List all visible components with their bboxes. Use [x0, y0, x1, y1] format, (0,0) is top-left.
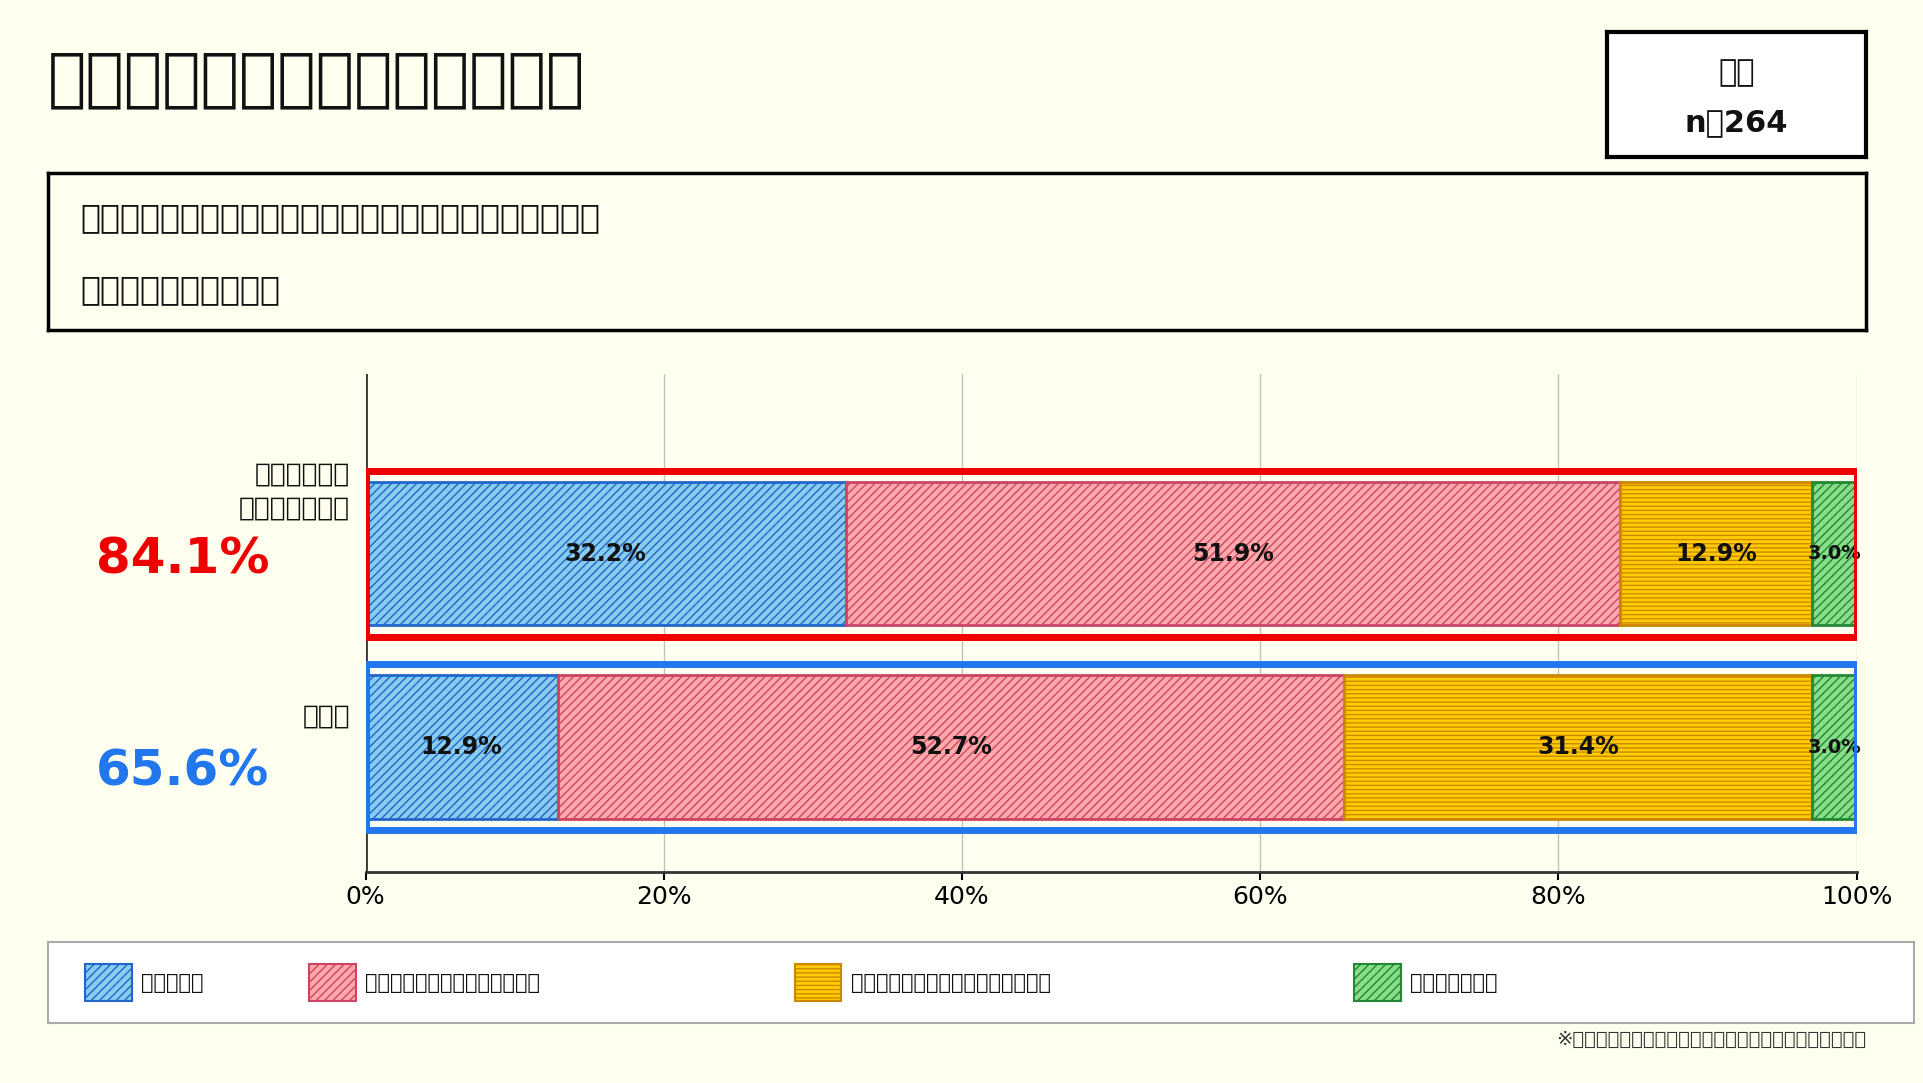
Bar: [365, 664, 1856, 831]
Text: どちらかといえば、当てはまる: どちらかといえば、当てはまる: [365, 973, 540, 993]
Text: 当てはまる: 当てはまる: [142, 973, 204, 993]
Bar: [365, 470, 1856, 637]
Bar: [846, 482, 1619, 626]
Bar: [1619, 482, 1811, 626]
Text: 教員: 教員: [1717, 57, 1754, 87]
Text: 32.2%: 32.2%: [565, 542, 646, 565]
Text: 52.7%: 52.7%: [910, 735, 990, 759]
Bar: [365, 482, 846, 626]
Text: n＝264: n＝264: [1685, 107, 1786, 136]
Text: ※回答結果の割合は、小数第２位を四捨五入しています。: ※回答結果の割合は、小数第２位を四捨五入しています。: [1556, 1030, 1865, 1049]
Text: 当てはまらない: 当てはまらない: [1410, 973, 1498, 993]
Text: どちらかといえば、当てはまらない: どちらかといえば、当てはまらない: [850, 973, 1050, 993]
Text: 指導をしていますか。: 指導をしていますか。: [81, 273, 281, 306]
Text: 12.9%: 12.9%: [421, 735, 502, 759]
Text: 51.9%: 51.9%: [1190, 542, 1273, 565]
Bar: [1811, 482, 1856, 626]
Text: 各教科: 各教科: [302, 704, 350, 730]
Text: 3.0%: 3.0%: [1806, 738, 1860, 757]
Text: 3.0%: 3.0%: [1806, 544, 1860, 563]
Text: 探究的な学習に関する実態調査: 探究的な学習に関する実態調査: [48, 49, 585, 110]
Text: 課題の設定からまとめ・表現に至る探究の過程を意識した: 課題の設定からまとめ・表現に至る探究の過程を意識した: [81, 200, 600, 234]
Text: 12.9%: 12.9%: [1675, 542, 1756, 565]
Bar: [85, 964, 133, 1001]
Bar: [1342, 676, 1811, 819]
Bar: [310, 964, 356, 1001]
Text: 総合的な学習: 総合的な学習: [254, 461, 350, 487]
Bar: [365, 676, 558, 819]
Text: （探究）の時間: （探究）の時間: [238, 496, 350, 522]
Text: 31.4%: 31.4%: [1536, 735, 1617, 759]
Text: 84.1%: 84.1%: [96, 536, 269, 584]
Bar: [1811, 676, 1856, 819]
Text: 65.6%: 65.6%: [96, 747, 269, 795]
Bar: [558, 676, 1342, 819]
Bar: [1354, 964, 1400, 1001]
Bar: [794, 964, 840, 1001]
